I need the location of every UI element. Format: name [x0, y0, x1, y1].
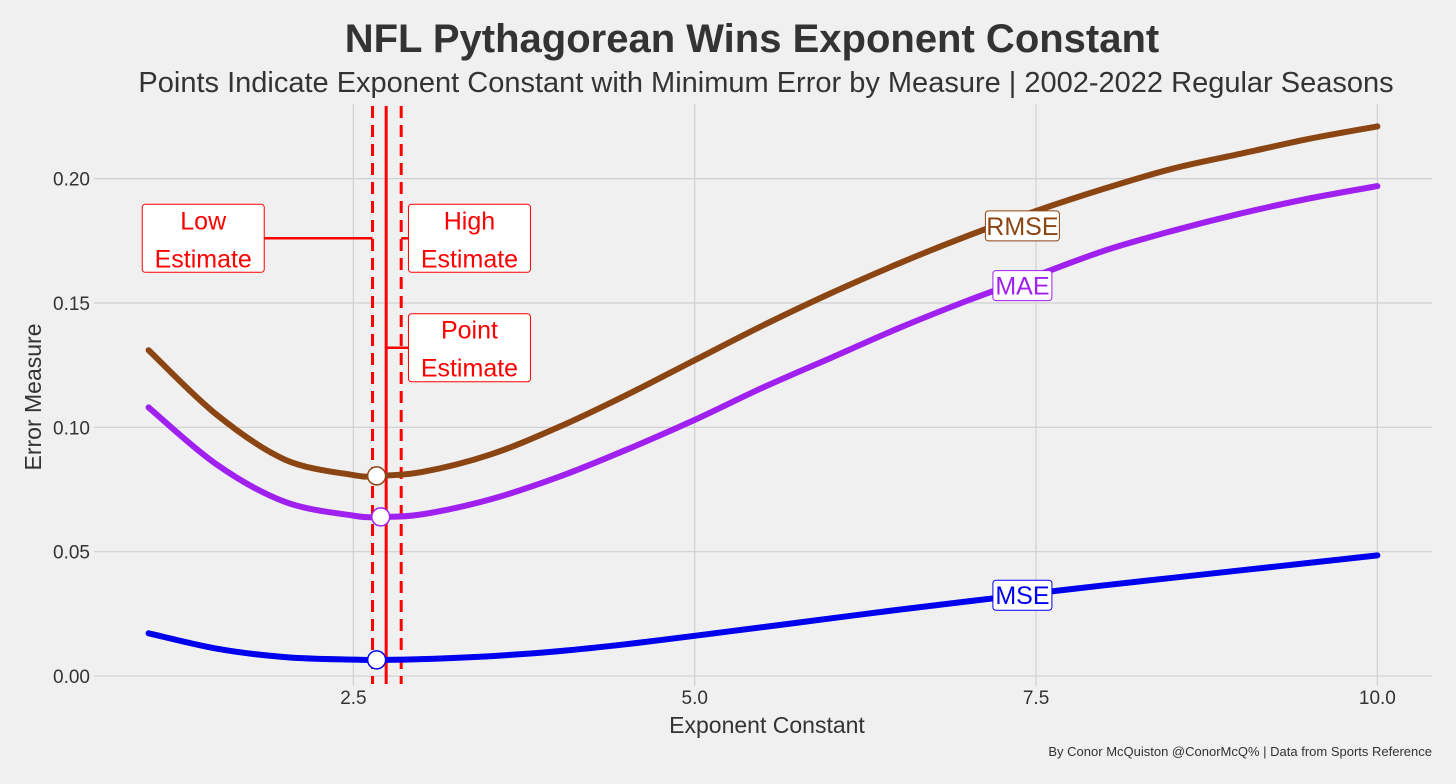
series-label-mse: MSE [992, 579, 1053, 611]
annotation-text: Estimate [421, 355, 518, 383]
annotation-point: Point Estimate [386, 313, 531, 383]
chart-title: NFL Pythagorean Wins Exponent Constant [345, 17, 1160, 61]
chart-subtitle: Points Indicate Exponent Constant with M… [138, 67, 1393, 99]
series-line-mse [145, 552, 1381, 663]
series-label-mae: MAE [992, 270, 1053, 302]
x-tick-label: 10.0 [1359, 688, 1396, 709]
y-tick-label: 0.15 [53, 294, 90, 315]
annotation-box [407, 313, 531, 383]
annotation-high: High Estimate [401, 203, 531, 273]
annotation-box [141, 203, 265, 273]
x-tick-label: 7.5 [1023, 688, 1049, 709]
annotation-text: High [444, 207, 495, 235]
annotations: Low Estimate High Estimate Point Estimate [141, 203, 531, 383]
min-point-mae [370, 507, 391, 527]
x-axis-label: Exponent Constant [669, 712, 865, 738]
min-point-rmse [366, 466, 387, 486]
chart-caption: By Conor McQuiston @ConorMcQ% | Data fro… [1048, 744, 1432, 759]
y-tick-label: 0.05 [53, 543, 90, 564]
annotation-box [407, 203, 531, 273]
grid [94, 104, 1432, 686]
x-tick-label: 2.5 [340, 688, 366, 709]
y-tick-label: 0.00 [53, 667, 90, 688]
series-line-mae [145, 183, 1381, 521]
annotation-text: Point [441, 317, 498, 345]
min-point-mse [366, 650, 387, 670]
annotation-low: Low Estimate [141, 203, 373, 273]
series-label-text: RMSE [986, 213, 1058, 241]
reference-lines [371, 106, 403, 684]
series-line-rmse [145, 123, 1381, 480]
y-tick-label: 0.10 [53, 418, 90, 439]
series-label-text: MSE [995, 582, 1049, 610]
y-tick-label: 0.20 [53, 170, 90, 191]
x-tick-label: 5.0 [682, 688, 708, 709]
series-label-box [992, 270, 1053, 302]
series-label-rmse: RMSE [984, 210, 1060, 242]
series-label-box [984, 210, 1060, 242]
annotation-text: Estimate [421, 245, 518, 273]
axis-ticks: 0.00 0.05 0.10 0.15 0.20 2.5 5.0 7.5 10.0 [53, 170, 1396, 709]
annotation-text: Estimate [155, 245, 252, 273]
series-label-box [992, 579, 1053, 611]
annotation-text: Low [180, 207, 227, 235]
series-label-text: MAE [995, 273, 1049, 301]
series-lines: RMSE MAE MSE [145, 123, 1381, 670]
y-axis-label: Error Measure [20, 324, 46, 471]
